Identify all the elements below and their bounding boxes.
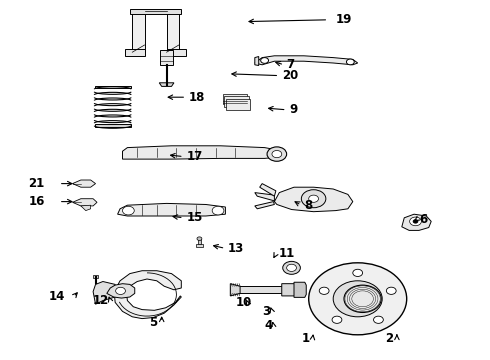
Polygon shape xyxy=(122,146,284,159)
Circle shape xyxy=(267,147,287,161)
Text: 3: 3 xyxy=(262,305,270,318)
Text: 6: 6 xyxy=(419,213,427,226)
Polygon shape xyxy=(255,56,358,65)
Polygon shape xyxy=(107,284,135,298)
Circle shape xyxy=(261,58,269,63)
Polygon shape xyxy=(230,286,282,293)
Polygon shape xyxy=(167,9,179,52)
Text: 10: 10 xyxy=(235,296,251,309)
Circle shape xyxy=(212,206,224,215)
Polygon shape xyxy=(160,50,173,65)
Text: 16: 16 xyxy=(28,195,45,208)
Polygon shape xyxy=(73,199,97,206)
Circle shape xyxy=(287,264,296,271)
Polygon shape xyxy=(282,284,296,296)
Polygon shape xyxy=(223,94,247,104)
Circle shape xyxy=(353,269,363,276)
Circle shape xyxy=(333,281,382,317)
Polygon shape xyxy=(196,244,203,247)
Polygon shape xyxy=(81,205,91,211)
Circle shape xyxy=(413,220,418,223)
Circle shape xyxy=(309,263,407,335)
Text: 20: 20 xyxy=(282,69,298,82)
Polygon shape xyxy=(93,275,98,278)
Polygon shape xyxy=(73,180,96,187)
Circle shape xyxy=(301,190,326,208)
Polygon shape xyxy=(226,99,250,110)
Polygon shape xyxy=(294,282,306,297)
Circle shape xyxy=(410,217,421,226)
Text: 14: 14 xyxy=(49,291,65,303)
Circle shape xyxy=(319,287,329,294)
Text: 18: 18 xyxy=(189,91,205,104)
Polygon shape xyxy=(255,57,259,66)
Text: 7: 7 xyxy=(287,58,295,71)
Polygon shape xyxy=(93,282,115,304)
Polygon shape xyxy=(159,83,174,86)
Circle shape xyxy=(309,195,318,202)
Circle shape xyxy=(344,285,381,312)
Polygon shape xyxy=(95,124,131,127)
Polygon shape xyxy=(402,214,431,230)
Text: 5: 5 xyxy=(149,316,158,329)
Circle shape xyxy=(272,150,282,158)
Text: 17: 17 xyxy=(186,150,202,163)
Text: 4: 4 xyxy=(265,319,273,332)
Polygon shape xyxy=(167,49,186,56)
Polygon shape xyxy=(118,203,225,216)
Text: 9: 9 xyxy=(289,103,297,116)
Text: 19: 19 xyxy=(336,13,352,26)
Text: 12: 12 xyxy=(93,294,109,307)
Polygon shape xyxy=(255,193,274,201)
Circle shape xyxy=(346,59,354,65)
Circle shape xyxy=(283,261,300,274)
Polygon shape xyxy=(114,271,181,319)
Text: 1: 1 xyxy=(301,332,310,345)
Polygon shape xyxy=(260,184,276,196)
Text: 13: 13 xyxy=(228,242,244,255)
Polygon shape xyxy=(95,86,131,88)
Text: 2: 2 xyxy=(385,332,393,345)
Text: 11: 11 xyxy=(278,247,294,260)
Circle shape xyxy=(197,237,202,240)
Polygon shape xyxy=(125,49,145,56)
Text: 8: 8 xyxy=(304,199,312,212)
Polygon shape xyxy=(274,187,353,212)
Polygon shape xyxy=(130,9,181,14)
Polygon shape xyxy=(230,284,240,296)
Circle shape xyxy=(386,287,396,294)
Circle shape xyxy=(373,316,383,323)
Polygon shape xyxy=(198,239,201,244)
Circle shape xyxy=(348,292,368,306)
Text: 15: 15 xyxy=(186,211,202,224)
Polygon shape xyxy=(132,11,145,52)
Circle shape xyxy=(116,287,125,294)
Circle shape xyxy=(122,206,134,215)
Text: 21: 21 xyxy=(28,177,45,190)
Circle shape xyxy=(332,316,342,323)
Polygon shape xyxy=(224,96,249,107)
Polygon shape xyxy=(255,202,274,209)
